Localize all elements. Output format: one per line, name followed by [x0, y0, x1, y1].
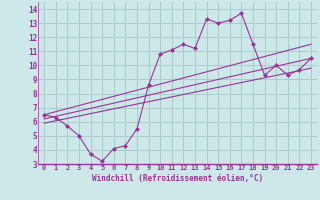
X-axis label: Windchill (Refroidissement éolien,°C): Windchill (Refroidissement éolien,°C): [92, 174, 263, 183]
